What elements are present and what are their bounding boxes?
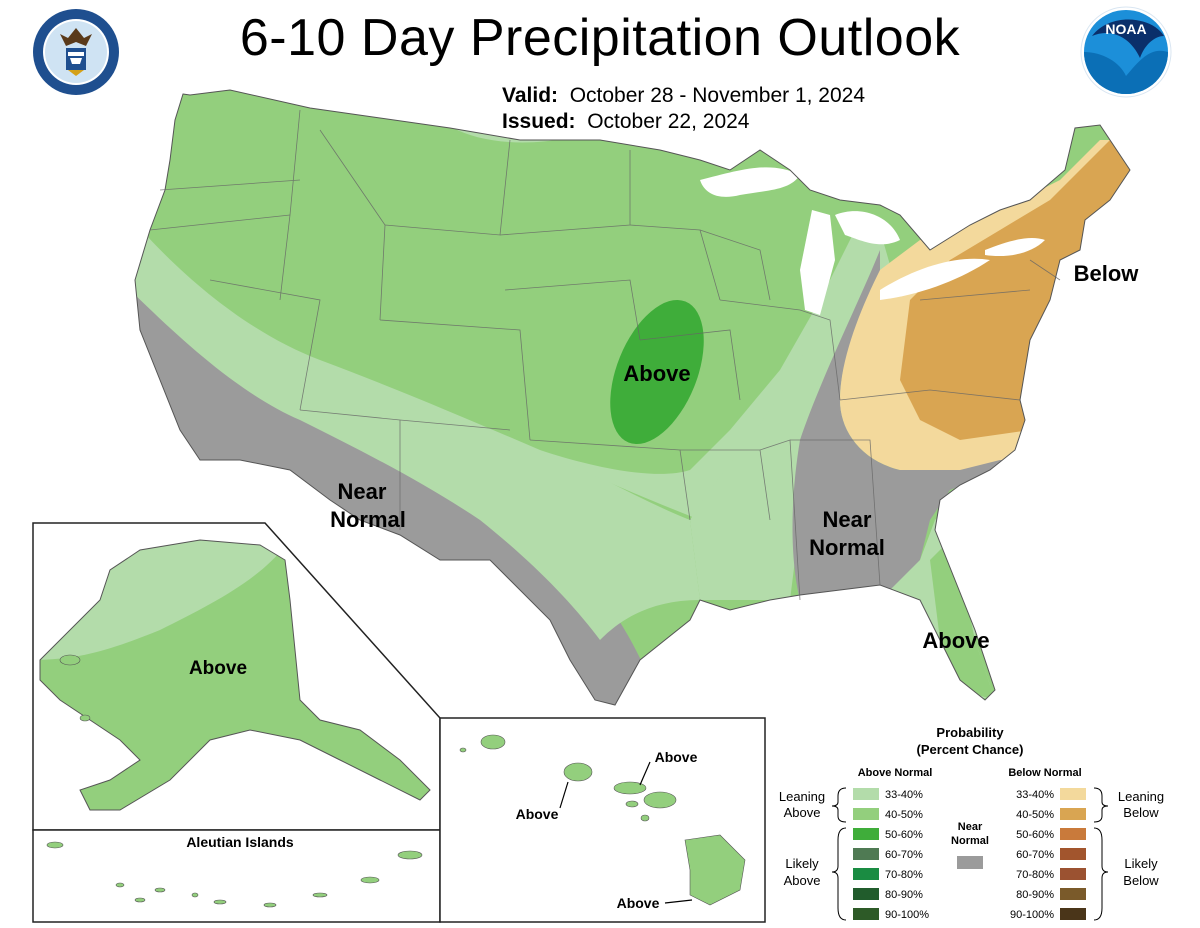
se-near-normal-label-1: Near xyxy=(823,507,872,532)
legend-swatch-above-40-50 xyxy=(853,808,879,820)
legend-below-range-4: 60-70% xyxy=(1016,849,1054,861)
legend-leaning-above-1: Leaning xyxy=(779,789,825,804)
valid-line: Valid: October 28 - November 1, 2024 xyxy=(502,84,865,108)
valid-value: October 28 - November 1, 2024 xyxy=(569,84,866,107)
issued-value: October 22, 2024 xyxy=(587,110,750,133)
noaa-logo-icon: NOAA xyxy=(1080,6,1172,98)
legend-leaning-above-2: Above xyxy=(784,805,821,820)
alaska-above-label: Above xyxy=(189,658,247,679)
legend-near-normal-swatch xyxy=(957,856,983,869)
legend-near-header-1: Near xyxy=(958,821,983,833)
legend-above-range-7: 90-100% xyxy=(885,909,929,921)
west-near-normal-label-1: Near xyxy=(338,479,387,504)
legend-near-header-2: Normal xyxy=(951,835,989,847)
legend-title-1: Probability xyxy=(936,725,1004,740)
se-near-normal-label-2: Normal xyxy=(809,535,885,560)
legend-swatch-above-33-40 xyxy=(853,788,879,800)
page-title: 6-10 Day Precipitation Outlook xyxy=(239,9,961,67)
legend-above-header: Above Normal xyxy=(858,767,933,779)
legend-swatch-below-50-60 xyxy=(1060,828,1086,840)
aleutian-title: Aleutian Islands xyxy=(186,834,294,850)
legend-below-range-1: 33-40% xyxy=(1016,789,1054,801)
legend-swatch-below-40-50 xyxy=(1060,808,1086,820)
legend-likely-above-2: Above xyxy=(784,873,821,888)
legend-leaning-below-1: Leaning xyxy=(1118,789,1164,804)
legend-above-range-5: 70-80% xyxy=(885,869,923,881)
legend-below-range-7: 90-100% xyxy=(1010,909,1054,921)
legend: Probability (Percent Chance) Above Norma… xyxy=(779,725,1164,921)
legend-swatch-below-33-40 xyxy=(1060,788,1086,800)
legend-swatch-below-90-100 xyxy=(1060,908,1086,920)
legend-below-header: Below Normal xyxy=(1008,767,1081,779)
noaa-logo-text: NOAA xyxy=(1105,21,1146,37)
legend-below-range-3: 50-60% xyxy=(1016,829,1054,841)
legend-below-range-5: 70-80% xyxy=(1016,869,1054,881)
legend-swatch-above-80-90 xyxy=(853,888,879,900)
legend-above-range-6: 80-90% xyxy=(885,889,923,901)
legend-above-range-3: 50-60% xyxy=(885,829,923,841)
hawaii-above-label-2: Above xyxy=(655,749,698,765)
valid-label: Valid: xyxy=(502,84,559,107)
hawaii-above-label-1: Above xyxy=(516,806,559,822)
florida-above-label: Above xyxy=(922,628,989,653)
legend-swatch-below-70-80 xyxy=(1060,868,1086,880)
legend-swatch-above-70-80 xyxy=(853,868,879,880)
legend-below-range-2: 40-50% xyxy=(1016,809,1054,821)
legend-below-range-6: 80-90% xyxy=(1016,889,1054,901)
commerce-seal-icon xyxy=(33,9,119,95)
legend-title-2: (Percent Chance) xyxy=(917,742,1024,757)
issued-line: Issued: October 22, 2024 xyxy=(502,110,749,134)
conus-below-label: Below xyxy=(1074,261,1140,286)
legend-swatch-below-60-70 xyxy=(1060,848,1086,860)
legend-likely-above-1: Likely xyxy=(785,856,819,871)
legend-above-range-1: 33-40% xyxy=(885,789,923,801)
legend-leaning-below-2: Below xyxy=(1123,805,1159,820)
issued-label: Issued: xyxy=(502,110,576,133)
legend-swatch-above-60-70 xyxy=(853,848,879,860)
conus-above-label: Above xyxy=(623,361,690,386)
aleutian-inset-frame xyxy=(32,829,441,923)
legend-swatch-below-80-90 xyxy=(1060,888,1086,900)
legend-swatch-above-50-60 xyxy=(853,828,879,840)
legend-likely-below-1: Likely xyxy=(1124,856,1158,871)
west-near-normal-label-2: Normal xyxy=(330,507,406,532)
legend-swatch-above-90-100 xyxy=(853,908,879,920)
legend-above-range-4: 60-70% xyxy=(885,849,923,861)
legend-likely-below-2: Below xyxy=(1123,873,1159,888)
legend-above-range-2: 40-50% xyxy=(885,809,923,821)
hawaii-above-label-3: Above xyxy=(617,895,660,911)
